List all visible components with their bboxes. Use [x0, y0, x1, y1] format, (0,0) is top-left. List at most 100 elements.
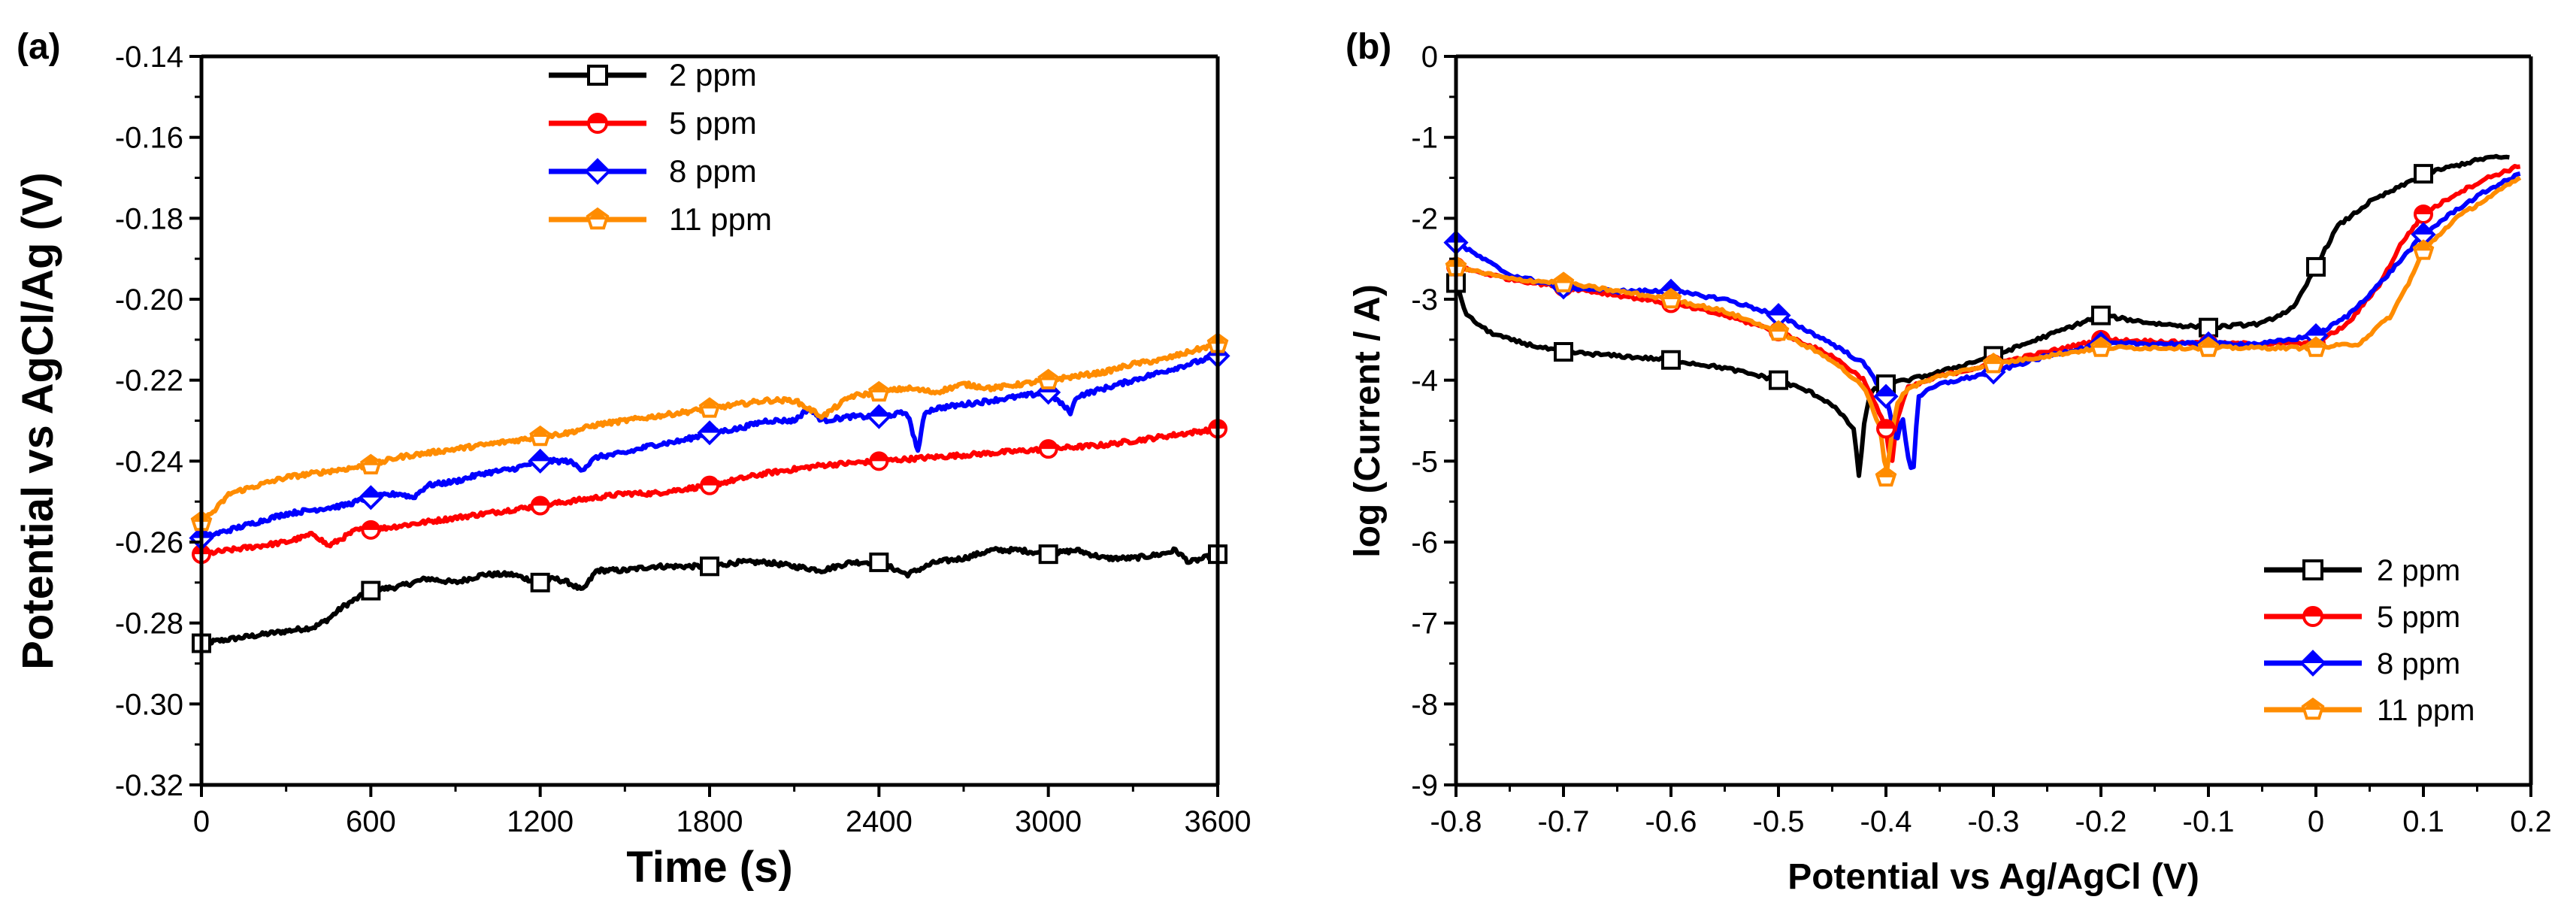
y-tick-label: -2	[1411, 202, 1438, 235]
x-tick-label: 0.2	[2510, 805, 2552, 838]
x-tick-label: -0.3	[1968, 805, 2020, 838]
x-tick-label: 0.1	[2402, 805, 2444, 838]
y-tick-label: -0.16	[115, 122, 183, 155]
y-tick-label: -0.30	[115, 688, 183, 721]
data-point-5-ppm-2-fill	[531, 497, 549, 506]
data-point-5-ppm-4-fill	[1878, 420, 1894, 429]
legend: 2 ppm 5 ppm 8 ppm 11 ppm	[549, 57, 772, 237]
data-point-11-ppm-2-fill	[531, 427, 549, 438]
data-point-11-ppm-2-fill	[1661, 289, 1681, 299]
data-point-11-ppm-1-fill	[1554, 273, 1573, 283]
data-point-8-ppm-4-fill	[1875, 386, 1896, 397]
legend: 2 ppm 5 ppm 8 ppm 11 ppm	[2264, 554, 2475, 727]
data-point-8-ppm-3-fill	[699, 422, 720, 433]
legend-item-8-ppm: 8 ppm	[549, 153, 757, 189]
x-tick-label: 1200	[507, 805, 574, 838]
y-tick-label: -5	[1411, 445, 1438, 478]
data-point-8-ppm-9-fill	[2413, 224, 2434, 235]
legend-marker	[2302, 559, 2323, 580]
panel-label: (a)	[17, 27, 61, 67]
data-point-11-ppm-8-fill	[2306, 338, 2326, 348]
legend-label: 8 ppm	[2377, 647, 2460, 680]
legend-marker-fill	[589, 114, 607, 123]
x-tick-label: 1800	[677, 805, 743, 838]
data-point-8-ppm-3-fill	[1768, 304, 1789, 316]
data-point-11-ppm-7-fill	[2199, 338, 2218, 348]
x-tick-label: -0.2	[2075, 805, 2127, 838]
x-tick-label: 0	[193, 805, 210, 838]
x-axis-title: Potential vs Ag/AgCl (V)	[1787, 857, 2199, 897]
data-point-2-ppm-6	[2091, 305, 2111, 326]
data-point-8-ppm-4-fill	[868, 406, 890, 417]
y-tick-label: -0.24	[115, 445, 183, 478]
data-point-2-ppm-1	[1554, 341, 1573, 362]
panel-label: (b)	[1346, 27, 1391, 67]
data-point-11-ppm-1-fill	[362, 456, 380, 465]
chart-panel-a: (a) 0 600 1200 1800 2400 3000 3600 -0.32 -0.30 -0.…	[14, 27, 1251, 892]
legend-item-5-ppm: 5 ppm	[2264, 601, 2460, 634]
data-point-11-ppm-3-fill	[1769, 322, 1788, 332]
y-axis-title: log (Current / A)	[1348, 284, 1388, 558]
y-tick-label: 0	[1421, 41, 1438, 74]
data-point-2-ppm-9	[2414, 164, 2433, 184]
y-axis-title: Potential vs AgCl/Ag (V)	[14, 172, 62, 670]
x-tick-label: -0.4	[1860, 805, 1912, 838]
series-line-8-ppm	[1456, 171, 2521, 471]
data-point-2-ppm-3	[700, 556, 719, 577]
data-point-2-ppm-2	[530, 572, 550, 592]
data-point-11-ppm-5-fill	[1039, 371, 1058, 380]
legend-item-8-ppm: 8 ppm	[2264, 647, 2460, 680]
data-point-11-ppm-6-fill	[2091, 338, 2111, 348]
legend-marker-fill	[586, 160, 609, 171]
legend-item-11-ppm: 11 ppm	[549, 201, 772, 237]
data-point-11-ppm-9-fill	[2414, 241, 2433, 251]
data-point-2-ppm-8	[2306, 256, 2326, 277]
series-line-2-ppm	[1456, 153, 2510, 478]
y-tick-label: -7	[1411, 607, 1438, 641]
data-point-5-ppm-4-fill	[870, 453, 888, 462]
legend-item-5-ppm: 5 ppm	[549, 105, 757, 141]
legend-label: 5 ppm	[669, 105, 757, 141]
data-point-2-ppm-4	[869, 552, 889, 572]
x-tick-label: 3000	[1015, 805, 1082, 838]
data-point-8-ppm-8-fill	[2305, 325, 2326, 336]
y-tick-label: -1	[1411, 122, 1438, 155]
data-point-8-ppm-1-fill	[360, 487, 382, 498]
y-tick-label: -6	[1411, 526, 1438, 559]
data-point-2-ppm-2	[1661, 350, 1681, 370]
legend-marker-fill	[2304, 607, 2322, 617]
y-tick-label: -0.26	[115, 526, 183, 559]
x-tick-label: 600	[346, 805, 396, 838]
data-point-5-ppm-5-fill	[1040, 441, 1057, 450]
legend-label: 5 ppm	[2377, 601, 2460, 634]
legend-marker-fill	[2302, 699, 2323, 710]
y-tick-label: -0.28	[115, 607, 183, 641]
x-tick-label: -0.5	[1753, 805, 1805, 838]
legend-label: 2 ppm	[2377, 554, 2460, 587]
legend-label: 2 ppm	[669, 57, 757, 92]
data-point-11-ppm-4-fill	[870, 383, 888, 392]
y-tick-label: -8	[1411, 688, 1438, 721]
x-tick-label: 2400	[846, 805, 913, 838]
x-tick-label: -0.7	[1538, 805, 1590, 838]
x-axis-title: Time (s)	[626, 843, 792, 892]
y-tick-label: -0.18	[115, 202, 183, 235]
y-tick-label: -0.20	[115, 283, 183, 317]
data-point-11-ppm-3-fill	[700, 398, 719, 409]
data-point-2-ppm-5	[1038, 544, 1058, 565]
legend-item-2-ppm: 2 ppm	[549, 57, 757, 92]
y-tick-label: -0.22	[115, 365, 183, 398]
data-point-11-ppm-5-fill	[1984, 354, 2003, 365]
data-point-5-ppm-9-fill	[2415, 205, 2432, 214]
y-tick-label: -3	[1411, 283, 1438, 317]
x-tick-label: 0	[2308, 805, 2324, 838]
data-point-2-ppm-3	[1769, 370, 1788, 390]
legend-item-2-ppm: 2 ppm	[2264, 554, 2460, 587]
legend-label: 8 ppm	[669, 153, 757, 189]
data-point-5-ppm-3-fill	[701, 477, 718, 486]
y-tick-label: -4	[1411, 365, 1438, 398]
legend-label: 11 ppm	[2377, 694, 2475, 727]
data-point-5-ppm-1-fill	[362, 521, 380, 530]
legend-label: 11 ppm	[669, 201, 772, 237]
